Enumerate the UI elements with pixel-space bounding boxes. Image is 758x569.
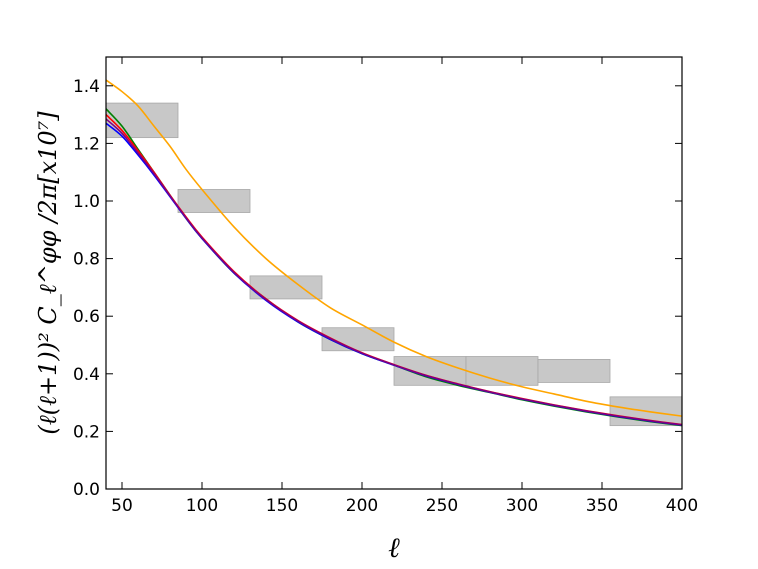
x-tick-label: 300 [506, 496, 538, 516]
y-tick-label: 1.2 [73, 134, 100, 154]
y-tick-label: 0.4 [73, 365, 100, 385]
error-box-6 [537, 358, 611, 383]
axis-labels: ℓ (ℓ(ℓ+1))² C_ℓ^φφ /2π[x10⁷] [34, 111, 400, 564]
plot-frame [105, 56, 683, 490]
error-box-1 [177, 189, 251, 213]
y-tick-label: 0.6 [73, 307, 100, 327]
x-axis: 50 100 150 200 250 300 350 400 [111, 57, 698, 516]
x-axis-label: ℓ [388, 531, 400, 564]
y-tick-label: 0.8 [73, 250, 100, 270]
x-tick-label: 400 [666, 496, 698, 516]
error-box-4 [393, 356, 467, 386]
series-line-4 [105, 118, 683, 426]
y-tick-label: 1.0 [73, 192, 100, 212]
x-tick-label: 100 [186, 496, 218, 516]
series-lines [105, 79, 683, 427]
x-tick-label: 50 [111, 496, 133, 516]
x-tick-label: 200 [346, 496, 378, 516]
y-tick-label: 0.0 [73, 480, 100, 500]
x-tick-label: 250 [426, 496, 458, 516]
y-tick-label: 0.2 [73, 422, 100, 442]
error-boxes [105, 102, 683, 427]
y-tick-label: 1.4 [73, 77, 100, 97]
series-line-0 [105, 79, 683, 417]
y-axis-label: (ℓ(ℓ+1))² C_ℓ^φφ /2π[x10⁷] [34, 111, 62, 435]
x-tick-label: 350 [586, 496, 618, 516]
x-tick-label: 150 [266, 496, 298, 516]
y-axis: 0.0 0.2 0.4 0.6 0.8 1.0 1.2 1.4 [73, 77, 682, 500]
